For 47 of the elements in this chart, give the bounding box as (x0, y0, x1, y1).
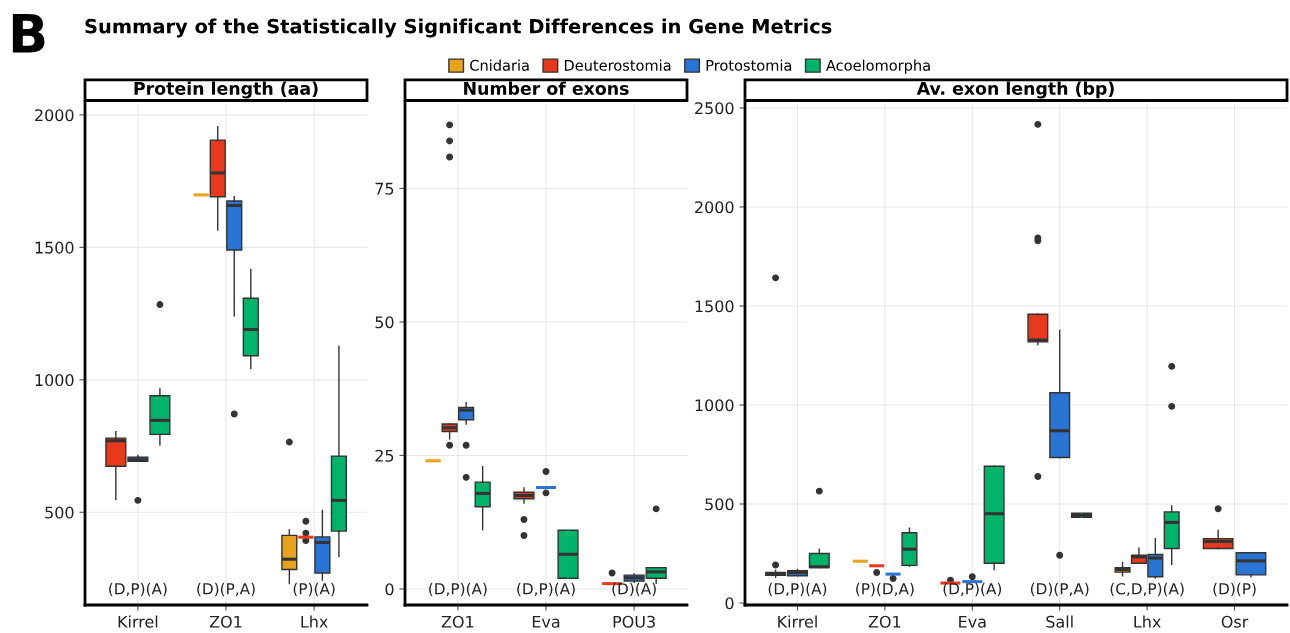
y-tick-label: 2000 (35, 109, 74, 122)
y-tick-label: 500 (705, 498, 734, 511)
y-tick-label: 50 (375, 316, 394, 329)
y-tick-label: 1000 (695, 399, 734, 412)
y-tick-label: 75 (375, 182, 394, 195)
x-tick-label: Kirrel (118, 615, 158, 628)
x-tick-label: Kirrel (778, 615, 817, 628)
x-tick-label: POU3 (613, 615, 655, 628)
y-tick-label: 1000 (35, 374, 74, 387)
x-tick-label: Sall (1046, 615, 1073, 628)
x-tick-label: Eva (532, 615, 560, 628)
legend-label: Acoelomorpha (826, 59, 930, 74)
annotation: (P)(A) (293, 582, 335, 597)
y-tick-label: 1500 (35, 241, 74, 254)
x-tick-label: ZO1 (868, 615, 901, 628)
y-tick-label: 2000 (695, 201, 734, 214)
legend-label: Cnidaria (470, 59, 529, 71)
annotation: (D,P)(A) (943, 582, 1002, 597)
x-tick-label: Lhx (1134, 615, 1161, 628)
y-tick-label: 1500 (695, 300, 734, 313)
legend-label: Deuterostomia (564, 59, 671, 71)
text: B (12, 14, 45, 53)
annotation: (D,P)(A) (517, 582, 575, 597)
annotation: (D,P)(A) (429, 582, 487, 597)
y-tick-label: 0 (725, 597, 734, 610)
x-tick-label: ZO1 (209, 615, 242, 628)
annotation: (D,P)(A) (109, 582, 167, 597)
text: Summary of the Statistically Significant Differences in Gene Metrics (85, 18, 832, 38)
annotation: (C,D,P)(A) (1110, 582, 1184, 597)
y-tick-label: 25 (375, 449, 394, 462)
chart-title: Protein length (aa) (134, 81, 318, 99)
annotation: (D)(P,A) (197, 582, 255, 597)
annotation: (D)(A) (612, 582, 656, 597)
y-tick-label: 500 (45, 506, 74, 519)
legend-label: Protostomia (706, 59, 792, 71)
x-tick-label: Lhx (301, 615, 328, 628)
chart-title: Number of exons (464, 81, 629, 95)
annotation: (D)(P,A) (1030, 582, 1089, 597)
x-tick-label: Eva (959, 615, 986, 628)
y-tick-label: 2500 (695, 102, 734, 115)
x-tick-label: ZO1 (441, 615, 474, 628)
annotation: (D)(P) (1213, 582, 1256, 597)
chart-title: Av. exon length (bp) (916, 81, 1114, 99)
annotation: (D,P)(A) (768, 582, 827, 597)
y-tick-label: 0 (385, 583, 394, 596)
annotation: (P)(D,A) (856, 582, 914, 597)
x-tick-label: Osr (1221, 615, 1249, 628)
